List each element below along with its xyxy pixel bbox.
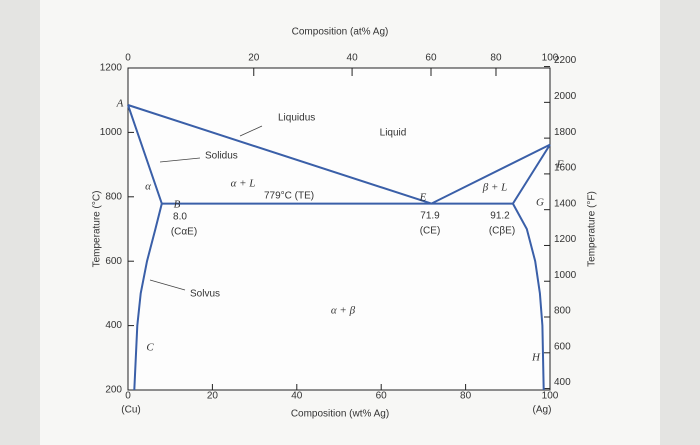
- x2-tick-label: 60: [425, 53, 437, 64]
- annotation: E: [419, 192, 427, 204]
- x-tick-label: 40: [291, 391, 303, 402]
- x2-tick-label: 40: [347, 53, 359, 64]
- y-tick-label: 600: [105, 256, 122, 267]
- series-label: Solvus: [190, 289, 220, 300]
- y2-tick-label: 1200: [554, 234, 577, 245]
- annotation: α + L: [231, 178, 256, 190]
- annotation: α + β: [331, 305, 356, 317]
- y2-tick-label: 2200: [554, 55, 577, 66]
- series-label: 779°C (TE): [264, 191, 314, 202]
- annotation: β + L: [482, 182, 508, 194]
- series-label: Solidus: [205, 151, 238, 162]
- top-axis-title: Composition (at% Ag): [292, 27, 389, 38]
- annotation: 71.9: [420, 211, 440, 222]
- y2-tick-label: 600: [554, 341, 571, 352]
- annotation: H: [531, 352, 541, 364]
- annotation: 8.0: [173, 212, 187, 223]
- y2-tick-label: 800: [554, 306, 571, 317]
- annotation: C: [146, 342, 154, 354]
- annotation: (CαE): [171, 227, 197, 238]
- leader-line: [149, 279, 186, 291]
- y-tick-label: 1000: [100, 127, 123, 138]
- plot-frame: [127, 67, 551, 391]
- end-label: (Cu): [121, 405, 140, 416]
- x-tick-label: 100: [542, 391, 559, 402]
- y2-axis-title: Temperature (°F): [587, 191, 598, 267]
- annotation: B: [174, 199, 181, 211]
- x-tick-label: 60: [376, 391, 388, 402]
- y2-tick-label: 1600: [554, 163, 577, 174]
- end-label: (Ag): [533, 405, 552, 416]
- x2-tick-label: 80: [490, 53, 502, 64]
- phase-boundary: [127, 104, 551, 205]
- phase-boundary: [133, 203, 545, 391]
- annotation: A: [116, 98, 124, 110]
- y2-tick-label: 1800: [554, 127, 577, 138]
- leader-line: [159, 157, 201, 163]
- annotation: 91.2: [490, 211, 510, 222]
- leader-line: [239, 125, 263, 137]
- y-tick-label: 800: [105, 191, 122, 202]
- y-tick-label: 200: [105, 385, 122, 396]
- x2-tick-label: 100: [542, 53, 559, 64]
- y2-tick-label: 1400: [554, 198, 577, 209]
- annotation: α: [145, 181, 151, 193]
- series-label: Liquidus: [278, 113, 315, 124]
- y-axis-title: Temperature (°C): [92, 191, 103, 268]
- y2-tick-label: 2000: [554, 91, 577, 102]
- x2-tick-label: 0: [125, 53, 131, 64]
- annotation: F: [556, 159, 564, 171]
- annotation: (CβE): [489, 226, 515, 237]
- x-tick-label: 80: [460, 391, 472, 402]
- x-tick-label: 0: [125, 391, 131, 402]
- annotation: Liquid: [380, 128, 407, 139]
- annotation: (CE): [420, 226, 441, 237]
- y2-tick-label: 1000: [554, 270, 577, 281]
- x2-tick-label: 20: [248, 53, 260, 64]
- x-axis-title: Composition (wt% Ag): [291, 409, 389, 420]
- y-tick-label: 400: [105, 320, 122, 331]
- x-tick-label: 20: [207, 391, 219, 402]
- y2-tick-label: 400: [554, 377, 571, 388]
- annotation: G: [536, 197, 544, 209]
- y-tick-label: 1200: [100, 63, 123, 74]
